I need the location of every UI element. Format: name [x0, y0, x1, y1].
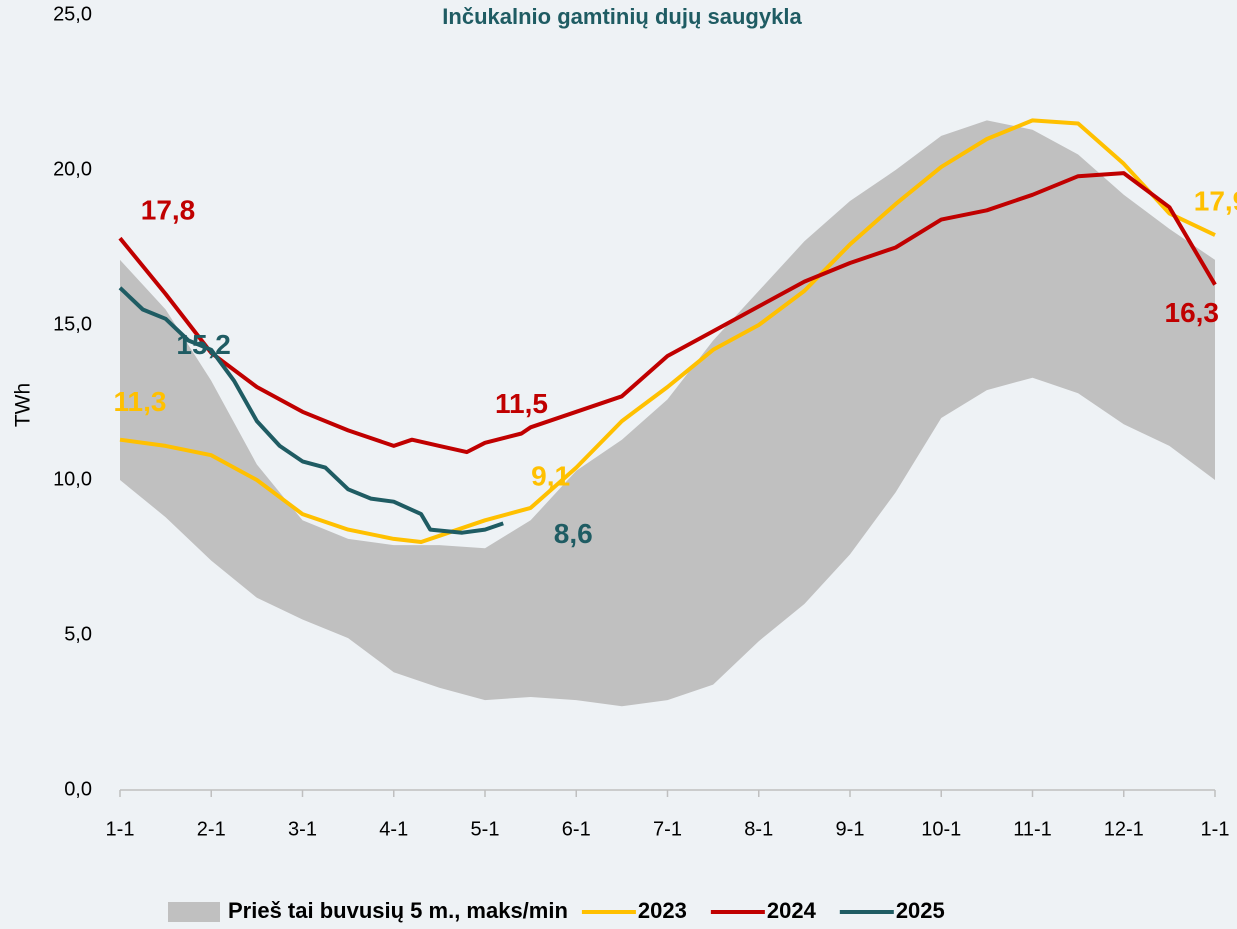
x-tick-label: 3-1	[288, 818, 317, 840]
data-label: 11,3	[114, 386, 167, 417]
x-tick-label: 6-1	[562, 818, 591, 840]
x-tick-label: 9-1	[836, 818, 865, 840]
data-label: 17,9	[1194, 185, 1237, 216]
x-tick-label: 8-1	[744, 818, 773, 840]
y-tick-label: 15,0	[53, 313, 92, 335]
legend-label: 2025	[896, 898, 945, 923]
x-tick-label: 1-1	[106, 818, 135, 840]
legend-label: 2024	[767, 898, 817, 923]
y-tick-label: 5,0	[64, 623, 92, 645]
data-label: 8,6	[554, 518, 593, 549]
x-tick-label: 12-1	[1104, 818, 1144, 840]
data-label: 15,2	[176, 329, 231, 360]
y-tick-label: 10,0	[53, 468, 92, 490]
line	[118, 171, 1217, 455]
x-tick-label: 1-1	[1201, 818, 1230, 840]
x-tick-label: 10-1	[921, 818, 961, 840]
line	[118, 286, 504, 535]
range-band	[120, 120, 1215, 707]
legend-label: Prieš tai buvusių 5 m., maks/min	[228, 898, 568, 923]
line	[119, 118, 1216, 544]
y-tick-label: 0,0	[64, 778, 92, 800]
y-axis-label: TWh	[12, 383, 35, 427]
data-label: 16,3	[1165, 297, 1220, 328]
x-tick-label: 2-1	[197, 818, 226, 840]
data-label: 9,1	[531, 460, 570, 491]
y-tick-label: 25,0	[53, 3, 92, 25]
x-tick-label: 4-1	[379, 818, 408, 840]
x-tick-label: 11-1	[1013, 818, 1052, 840]
chart-title: Inčukalnio gamtinių dujų saugykla	[442, 4, 802, 29]
data-label: 11,5	[495, 388, 548, 419]
x-tick-label: 7-1	[653, 818, 682, 840]
x-tick-label: 5-1	[471, 818, 500, 840]
y-tick-label: 20,0	[53, 158, 92, 180]
legend-label: 2023	[638, 898, 687, 923]
legend-swatch	[168, 902, 220, 922]
data-label: 17,8	[141, 195, 196, 226]
